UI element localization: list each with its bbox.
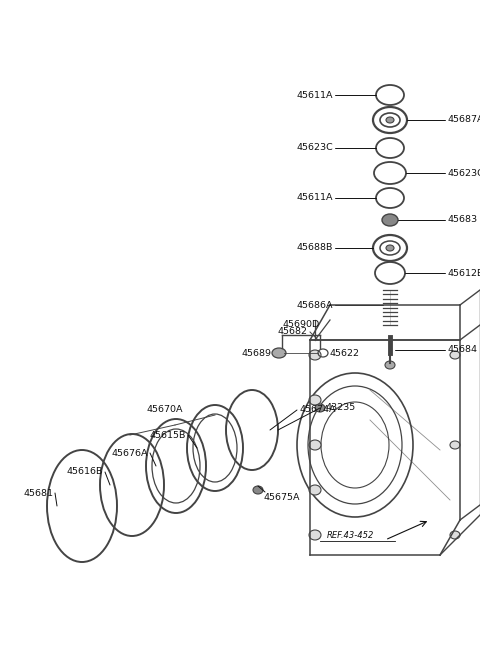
Text: 45611A: 45611A xyxy=(297,91,333,100)
Text: 45682: 45682 xyxy=(277,327,307,337)
Text: 45689: 45689 xyxy=(241,348,271,358)
Text: 45623C: 45623C xyxy=(447,169,480,178)
Ellipse shape xyxy=(309,485,321,495)
Ellipse shape xyxy=(253,486,263,494)
Text: 45684: 45684 xyxy=(447,346,477,354)
Ellipse shape xyxy=(385,361,395,369)
Ellipse shape xyxy=(272,348,286,358)
Text: 45683: 45683 xyxy=(447,216,477,224)
Ellipse shape xyxy=(382,214,398,226)
Text: 45688B: 45688B xyxy=(297,243,333,253)
Text: 45622: 45622 xyxy=(330,348,360,358)
Ellipse shape xyxy=(309,395,321,405)
Text: 45611A: 45611A xyxy=(297,194,333,203)
Text: 45681: 45681 xyxy=(23,489,53,497)
Text: 45676A: 45676A xyxy=(111,449,148,457)
Text: 45623C: 45623C xyxy=(296,144,333,152)
Ellipse shape xyxy=(450,441,460,449)
Text: REF.43-452: REF.43-452 xyxy=(326,531,374,539)
Text: 45690D: 45690D xyxy=(282,320,320,329)
Text: 45686A: 45686A xyxy=(297,300,333,310)
Text: 45687A: 45687A xyxy=(447,115,480,125)
Text: 45670A: 45670A xyxy=(147,405,183,414)
Ellipse shape xyxy=(309,530,321,540)
Ellipse shape xyxy=(309,350,321,360)
Ellipse shape xyxy=(450,531,460,539)
Ellipse shape xyxy=(386,117,394,123)
Text: 45675A: 45675A xyxy=(263,493,300,502)
Ellipse shape xyxy=(386,245,394,251)
Text: 45615B: 45615B xyxy=(150,430,186,440)
Ellipse shape xyxy=(450,351,460,359)
Ellipse shape xyxy=(315,404,325,412)
Text: 45616B: 45616B xyxy=(67,468,103,476)
Ellipse shape xyxy=(309,440,321,450)
Text: 43235: 43235 xyxy=(326,403,356,413)
Text: 45674A: 45674A xyxy=(299,405,336,415)
Text: 45612B: 45612B xyxy=(447,268,480,277)
